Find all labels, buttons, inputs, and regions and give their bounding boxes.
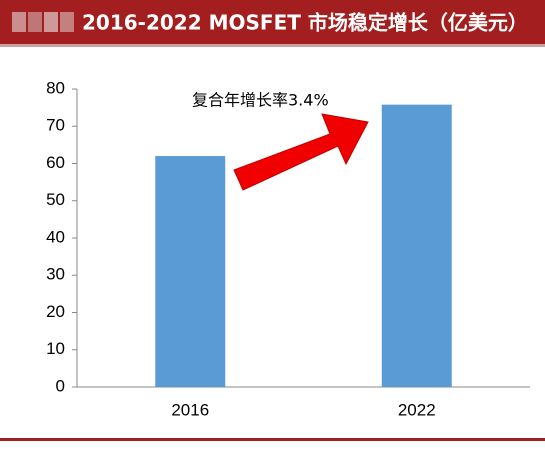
y-tick-label: 70 xyxy=(46,116,65,135)
x-tick-label: 2022 xyxy=(398,400,436,419)
y-tick-label: 10 xyxy=(46,339,65,358)
footer-rule xyxy=(0,438,545,441)
y-tick-label: 60 xyxy=(46,153,65,172)
bar xyxy=(381,104,452,388)
growth-arrow xyxy=(233,113,369,191)
y-tick-label: 80 xyxy=(46,78,65,97)
chart-title: 2016-2022 MOSFET 市场稳定增长（亿美元） xyxy=(82,11,528,35)
logo-blur xyxy=(12,12,74,32)
y-tick-label: 40 xyxy=(46,227,65,246)
y-tick-label: 30 xyxy=(46,265,65,284)
y-tick-label: 0 xyxy=(56,376,65,395)
header-rule xyxy=(0,44,545,47)
y-tick-label: 50 xyxy=(46,190,65,209)
header-band xyxy=(0,0,545,44)
y-tick-label: 20 xyxy=(46,302,65,321)
bar xyxy=(155,156,226,387)
annotation: 复合年增长率3.4% xyxy=(192,91,329,110)
x-tick-label: 2016 xyxy=(171,400,209,419)
